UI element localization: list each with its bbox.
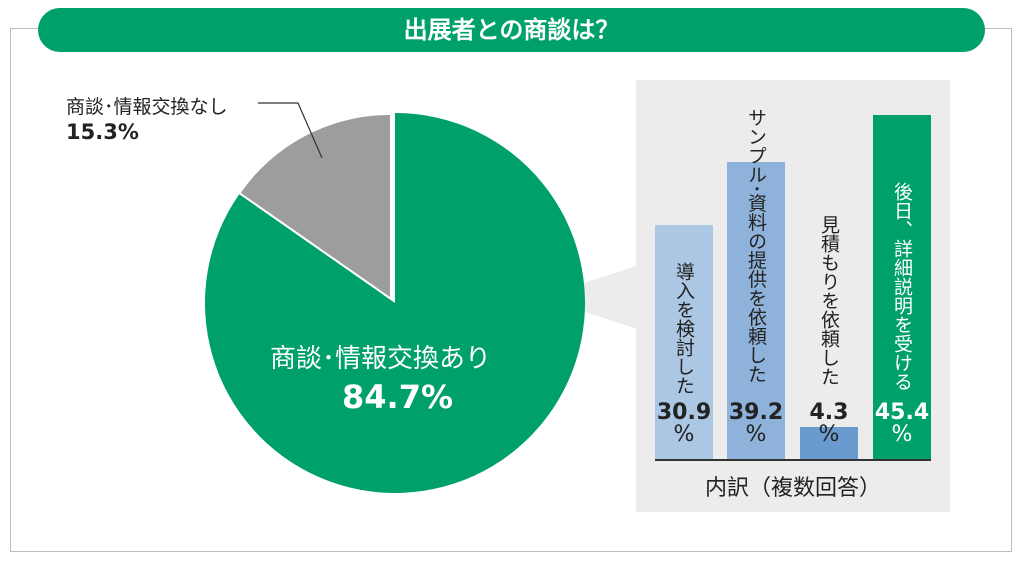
pie-leader-line <box>258 102 323 159</box>
bar-unit-label: % <box>891 422 913 447</box>
bar <box>655 225 713 460</box>
bar-value-label: 45.4 <box>874 400 930 425</box>
bar-category-label: 後日、詳細説明を受ける <box>891 182 913 391</box>
breakdown-title: 内訳（複数回答） <box>704 476 881 501</box>
pie-label-no: 商談･情報交換なし <box>66 96 228 118</box>
bar-unit-label: % <box>745 422 767 447</box>
bar-value: 39.2% <box>721 402 791 446</box>
pie-value-yes: 84.7% <box>342 378 454 416</box>
chart-title: 出展者との商談は？ <box>38 8 985 52</box>
bar-value: 4.3% <box>794 402 864 446</box>
pie-label-yes: 商談･情報交換あり <box>270 344 492 374</box>
pie-slice-no <box>240 115 390 297</box>
bar-category-label: 導入を検討した <box>673 262 695 395</box>
bar <box>873 114 931 460</box>
bar-value-label: 30.9 <box>656 400 712 425</box>
bar <box>727 162 785 460</box>
bar-category-label: サンプル･資料の提供を依頼した <box>745 108 767 384</box>
bar-unit-label: % <box>818 422 840 447</box>
bar-value-label: 4.3 <box>809 400 849 425</box>
pie-value-no: 15.3% <box>66 120 139 144</box>
bar-value-label: 39.2 <box>728 400 784 425</box>
bar-value: 45.4% <box>867 402 937 446</box>
callout-pointer <box>540 265 640 330</box>
bar-category-label: 見積もりを依頼した <box>818 215 840 386</box>
bar-unit-label: % <box>673 422 695 447</box>
bar-baseline <box>655 459 931 461</box>
pie-slice-yes <box>205 113 585 493</box>
bar-value: 30.9% <box>649 402 719 446</box>
bar <box>800 427 858 460</box>
